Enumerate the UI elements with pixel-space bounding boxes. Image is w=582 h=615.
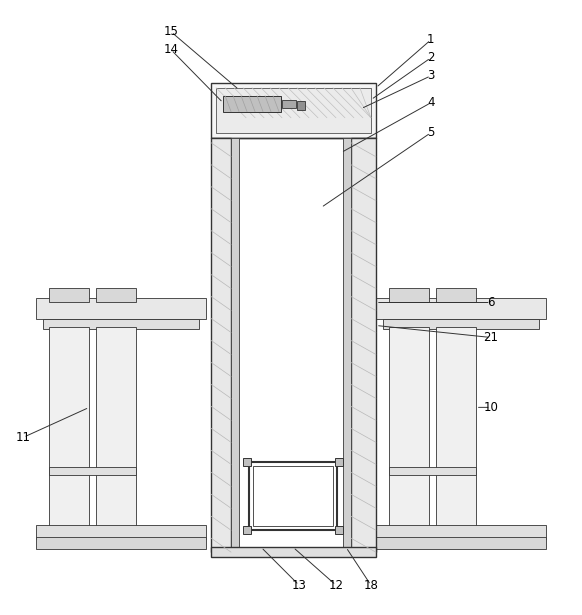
Bar xyxy=(335,526,343,534)
Text: 6: 6 xyxy=(487,296,495,309)
Text: 18: 18 xyxy=(363,579,378,592)
Text: 1: 1 xyxy=(427,33,435,46)
Text: 4: 4 xyxy=(427,97,435,109)
Bar xyxy=(376,298,546,319)
Bar xyxy=(389,327,429,527)
Bar xyxy=(282,100,296,108)
Bar xyxy=(376,525,546,539)
Bar xyxy=(389,467,475,475)
Bar xyxy=(211,83,376,138)
Bar xyxy=(253,466,333,526)
Bar xyxy=(249,462,337,530)
Bar xyxy=(96,327,136,527)
Bar xyxy=(36,525,206,539)
Bar xyxy=(335,458,343,466)
Bar xyxy=(343,138,351,552)
Bar xyxy=(223,96,281,112)
Bar xyxy=(383,319,539,330)
Text: 13: 13 xyxy=(292,579,307,592)
Bar xyxy=(211,138,231,552)
Bar xyxy=(36,298,206,319)
Bar xyxy=(297,101,305,109)
Bar xyxy=(243,526,251,534)
Text: 3: 3 xyxy=(427,69,435,82)
Text: 10: 10 xyxy=(483,401,498,414)
Text: 14: 14 xyxy=(164,43,179,57)
Bar xyxy=(43,319,199,330)
Text: 5: 5 xyxy=(427,126,435,139)
Text: 15: 15 xyxy=(164,25,179,38)
Bar xyxy=(96,288,136,301)
Bar xyxy=(49,288,89,301)
Bar xyxy=(239,138,343,552)
Bar xyxy=(436,288,475,301)
Bar xyxy=(436,327,475,527)
Text: 11: 11 xyxy=(16,431,31,444)
Bar xyxy=(49,327,89,527)
Bar xyxy=(243,458,251,466)
Text: 21: 21 xyxy=(483,331,498,344)
Bar xyxy=(376,537,546,549)
Text: 12: 12 xyxy=(328,579,343,592)
Bar xyxy=(231,138,239,552)
Bar xyxy=(36,537,206,549)
Bar xyxy=(389,288,429,301)
Text: 2: 2 xyxy=(427,51,435,65)
Bar xyxy=(49,467,136,475)
Bar xyxy=(351,138,376,552)
Bar xyxy=(211,547,376,557)
Bar xyxy=(216,88,371,133)
